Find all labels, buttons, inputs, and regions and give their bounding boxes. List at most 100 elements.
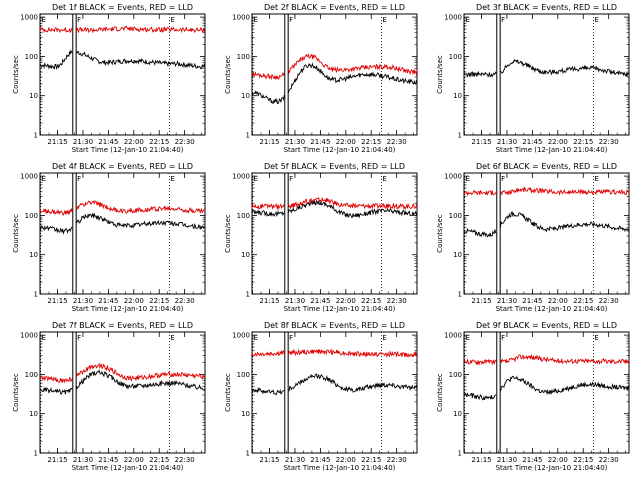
lld-series-line <box>251 348 418 358</box>
y-tick-label: 1000 <box>444 14 462 22</box>
x-tick-label: 22:15 <box>573 297 593 305</box>
marker-label: F <box>501 334 505 342</box>
plot-frame <box>39 13 206 136</box>
marker-label: F <box>501 16 505 24</box>
x-axis-label: Start Time (12-Jan-10 21:04:40) <box>72 464 184 472</box>
plot-frame <box>39 172 206 295</box>
plot-frame <box>463 172 630 295</box>
x-tick-label: 21:30 <box>285 456 305 464</box>
x-tick-label: 21:45 <box>310 138 330 146</box>
det-panel-9: Det 9f BLACK = Events, RED = LLD 1 10 100 10… <box>436 321 630 472</box>
y-tick-label: 10 <box>241 251 250 259</box>
y-tick-label: 1000 <box>20 14 38 22</box>
y-tick-label: 10 <box>29 251 38 259</box>
det-panel-5: Det 5f BLACK = Events, RED = LLD 1 10 100 10… <box>224 162 418 313</box>
marker-label: F <box>289 334 293 342</box>
y-axis-label: Counts/sec <box>436 214 444 253</box>
marker-label: E <box>254 175 258 183</box>
y-tick-label: 10 <box>29 410 38 418</box>
det-panel-7: Det 7f BLACK = Events, RED = LLD 1 10 100 10… <box>12 321 206 472</box>
marker-label: E <box>382 334 386 342</box>
y-axis-label: Counts/sec <box>436 373 444 412</box>
x-tick-label: 22:30 <box>599 456 619 464</box>
x-tick-label: 21:45 <box>310 297 330 305</box>
x-tick-label: 22:15 <box>573 138 593 146</box>
y-tick-label: 100 <box>237 212 250 220</box>
x-tick-label: 22:30 <box>599 138 619 146</box>
x-tick-label: 22:15 <box>361 138 381 146</box>
x-tick-label: 21:30 <box>497 456 517 464</box>
x-axis-label: Start Time (12-Jan-10 21:04:40) <box>284 305 396 313</box>
marker-label: E <box>382 16 386 24</box>
y-axis-label: Counts/sec <box>12 214 20 253</box>
panel-title: Det 1f BLACK = Events, RED = LLD <box>52 3 193 12</box>
y-tick-label: 10 <box>453 251 462 259</box>
y-tick-label: 1000 <box>444 173 462 181</box>
events-series-line <box>463 211 630 238</box>
y-tick-label: 1000 <box>232 332 250 340</box>
x-tick-label: 22:00 <box>336 138 356 146</box>
det-panel-6: Det 6f BLACK = Events, RED = LLD 1 10 100 10… <box>436 162 630 313</box>
x-tick-label: 21:30 <box>497 138 517 146</box>
y-tick-label: 100 <box>449 371 462 379</box>
y-tick-label: 1 <box>458 450 462 458</box>
x-axis-label: Start Time (12-Jan-10 21:04:40) <box>284 146 396 154</box>
x-tick-label: 22:15 <box>149 456 169 464</box>
plot-frame <box>39 331 206 454</box>
x-tick-label: 21:15 <box>47 138 67 146</box>
x-tick-label: 21:15 <box>47 297 67 305</box>
x-tick-label: 21:45 <box>522 297 542 305</box>
x-tick-label: 21:30 <box>285 297 305 305</box>
y-tick-label: 1 <box>34 450 38 458</box>
x-tick-label: 22:15 <box>361 456 381 464</box>
x-axis-label: Start Time (12-Jan-10 21:04:40) <box>72 305 184 313</box>
lld-series-line <box>251 52 418 81</box>
x-tick-label: 22:30 <box>387 297 407 305</box>
y-axis-label: Counts/sec <box>436 55 444 94</box>
det-panel-1: Det 1f BLACK = Events, RED = LLD 1 10 100 10… <box>12 3 206 154</box>
y-tick-label: 100 <box>237 53 250 61</box>
y-tick-label: 100 <box>25 53 38 61</box>
events-series-line <box>463 58 630 78</box>
panel-title: Det 5f BLACK = Events, RED = LLD <box>264 162 405 171</box>
x-axis-label: Start Time (12-Jan-10 21:04:40) <box>72 146 184 154</box>
x-tick-label: 22:30 <box>387 456 407 464</box>
y-tick-label: 1 <box>246 291 250 299</box>
plot-frame <box>251 172 418 295</box>
x-tick-label: 21:15 <box>259 138 279 146</box>
x-tick-label: 21:15 <box>259 297 279 305</box>
x-tick-label: 22:00 <box>548 138 568 146</box>
x-tick-label: 21:15 <box>47 456 67 464</box>
y-tick-label: 1 <box>246 450 250 458</box>
x-axis-label: Start Time (12-Jan-10 21:04:40) <box>496 305 608 313</box>
marker-label: E <box>466 175 470 183</box>
x-tick-label: 21:15 <box>259 456 279 464</box>
y-tick-label: 10 <box>453 92 462 100</box>
det-panel-4: Det 4f BLACK = Events, RED = LLD 1 10 100 10… <box>12 162 206 313</box>
x-tick-label: 22:00 <box>124 456 144 464</box>
det-panel-8: Det 8f BLACK = Events, RED = LLD 1 10 100 10… <box>224 321 418 472</box>
plot-frame <box>251 331 418 454</box>
plot-frame <box>463 13 630 136</box>
x-tick-label: 22:00 <box>548 456 568 464</box>
y-tick-label: 1 <box>246 132 250 140</box>
x-tick-label: 21:45 <box>98 297 118 305</box>
marker-label: E <box>254 16 258 24</box>
y-tick-label: 1000 <box>20 332 38 340</box>
y-tick-label: 1000 <box>232 173 250 181</box>
x-tick-label: 21:30 <box>285 138 305 146</box>
x-tick-label: 21:45 <box>310 456 330 464</box>
y-axis-label: Counts/sec <box>224 214 232 253</box>
x-tick-label: 22:30 <box>175 297 195 305</box>
y-tick-label: 1000 <box>20 173 38 181</box>
y-tick-label: 10 <box>241 92 250 100</box>
marker-label: F <box>501 175 505 183</box>
x-axis-label: Start Time (12-Jan-10 21:04:40) <box>496 464 608 472</box>
x-tick-label: 21:45 <box>522 138 542 146</box>
y-tick-label: 100 <box>237 371 250 379</box>
lld-series-line <box>463 353 630 366</box>
x-tick-label: 21:45 <box>98 456 118 464</box>
y-tick-label: 1 <box>458 132 462 140</box>
panel-title: Det 9f BLACK = Events, RED = LLD <box>476 321 617 330</box>
events-series-line <box>463 375 630 401</box>
